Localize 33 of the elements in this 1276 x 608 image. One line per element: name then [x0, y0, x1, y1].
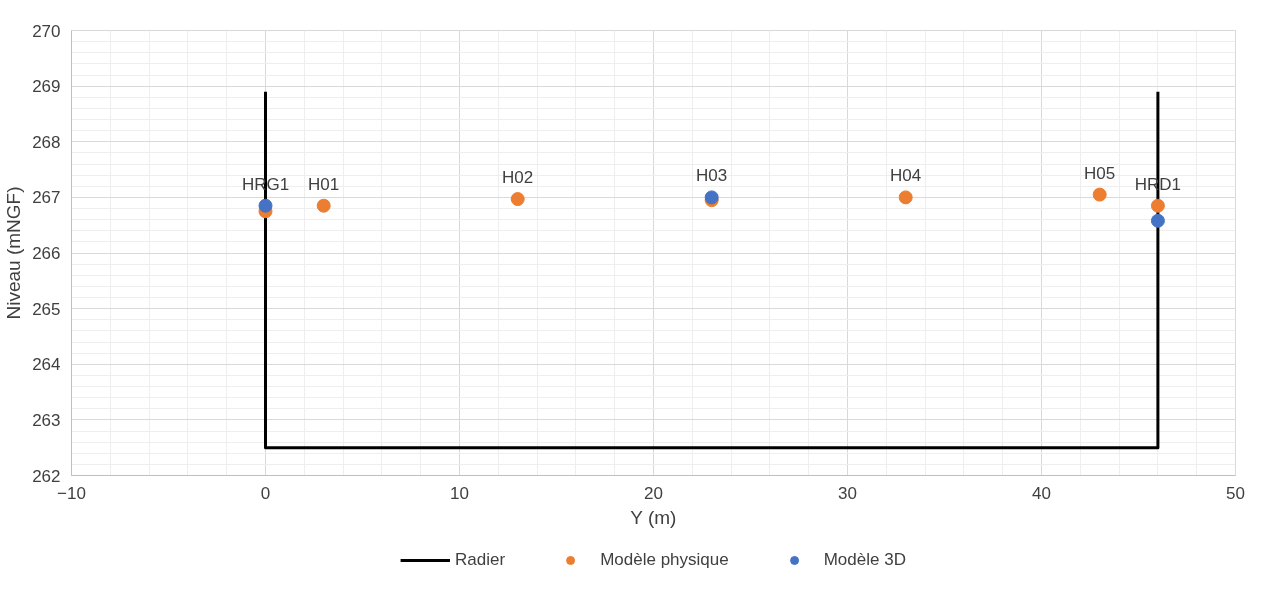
y-axis-title: Niveau (mNGF)	[3, 186, 25, 320]
point	[258, 198, 273, 213]
point	[1092, 187, 1107, 202]
y-tick-label: 266	[32, 244, 61, 263]
x-tick-label: 40	[1032, 483, 1051, 503]
annotation: H04	[890, 166, 922, 186]
y-tick-label: 270	[32, 21, 61, 41]
annotation: H01	[308, 174, 340, 194]
y-tick-label: 263	[32, 410, 61, 430]
x-tick-label: 0	[260, 483, 271, 503]
y-tick-label: 268	[32, 132, 61, 152]
y-tick-label: 262	[32, 466, 61, 486]
annotation: H03	[696, 166, 728, 186]
x-tick-label: 20	[644, 483, 663, 503]
y-tick-label: 264	[32, 355, 61, 375]
point	[510, 192, 525, 207]
y-tick-label: 265	[32, 299, 61, 319]
y-tick-label: 267	[32, 188, 61, 208]
point	[898, 190, 913, 205]
legend-label: Radier	[455, 550, 506, 570]
point	[316, 198, 331, 213]
x-tick-label: 10	[450, 483, 469, 503]
point	[1150, 213, 1165, 228]
point	[1150, 198, 1165, 213]
x-tick-label: 30	[838, 483, 857, 503]
x-tick-label: −10	[57, 483, 86, 503]
x-axis-title: Y (m)	[630, 506, 677, 528]
legend-label: Modèle 3D	[823, 550, 906, 570]
annotation: H02	[502, 168, 534, 188]
legend-label: Modèle physique	[600, 550, 729, 570]
x-tick-label: 50	[1226, 483, 1245, 503]
y-tick-label: 269	[32, 77, 61, 97]
annotation: H05	[1084, 163, 1116, 183]
